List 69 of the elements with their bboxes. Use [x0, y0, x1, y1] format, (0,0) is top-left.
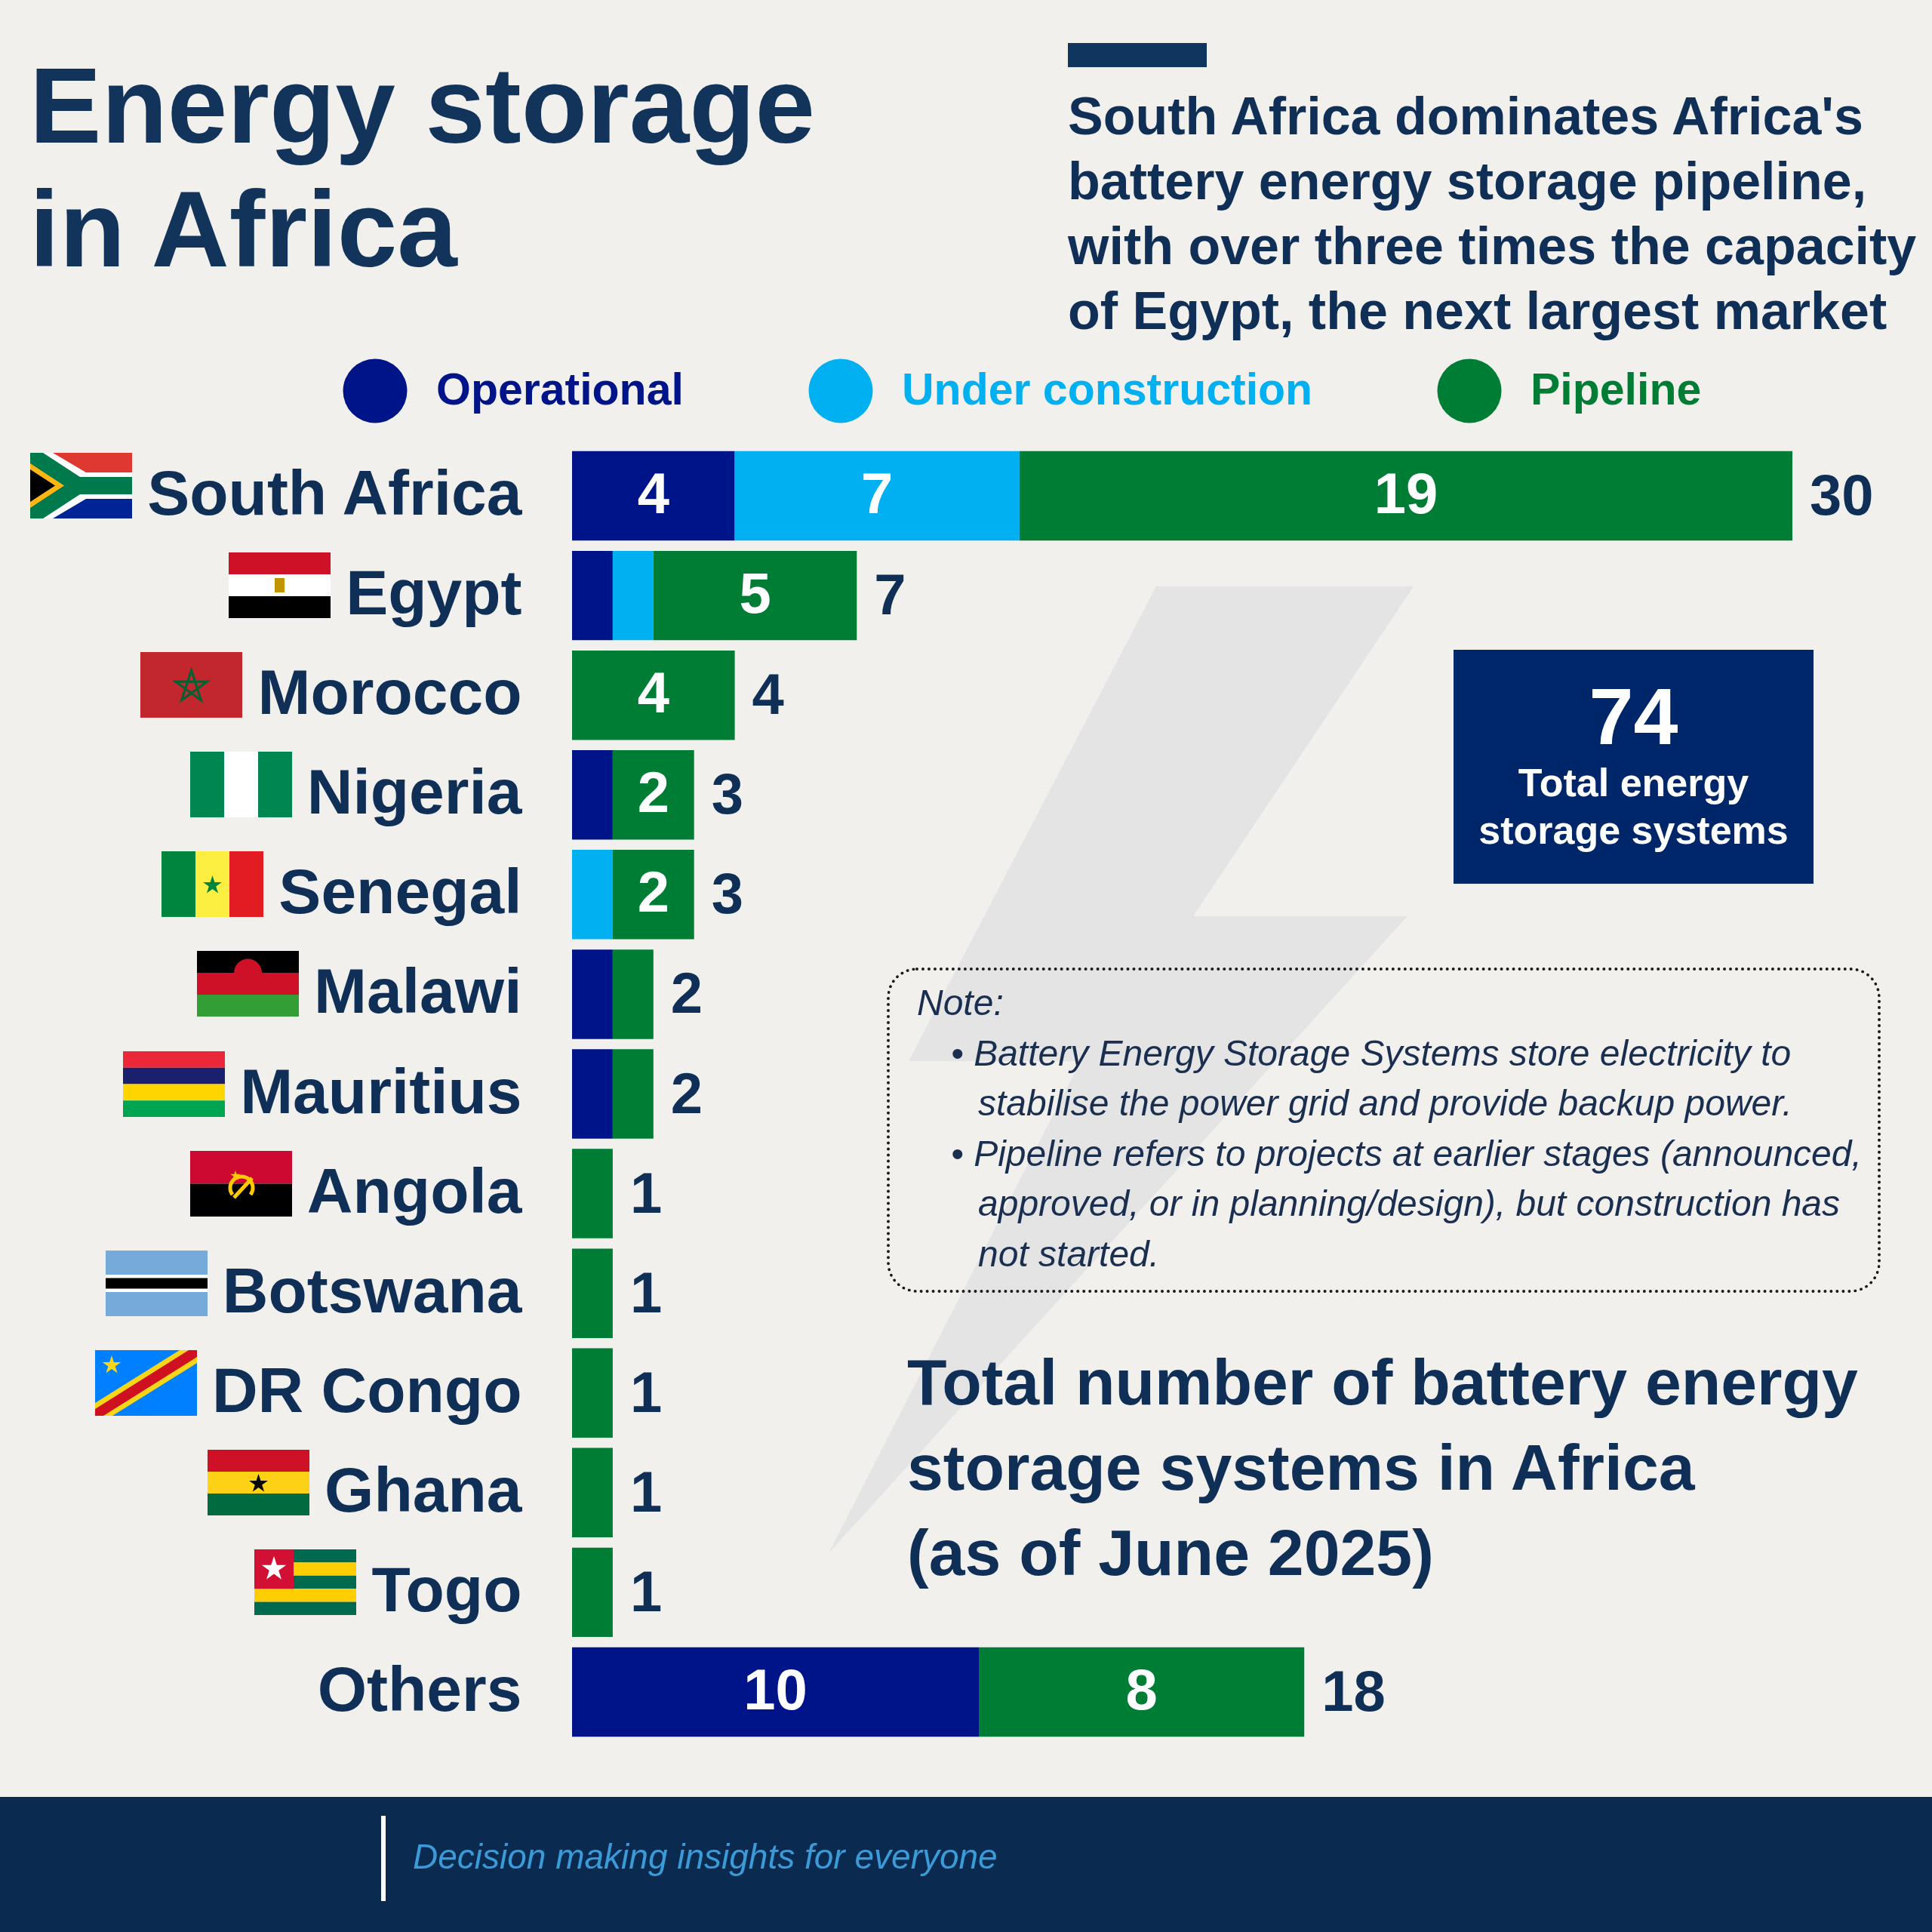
bar [612, 1049, 654, 1139]
bar [572, 1248, 613, 1338]
data-label: 10 [743, 1657, 808, 1721]
bar [572, 850, 613, 940]
data-label: 2 [637, 860, 669, 924]
bar [979, 1647, 1305, 1737]
bar [572, 1447, 613, 1538]
annotation: Note: [917, 982, 1004, 1024]
total-label: 2 [670, 1060, 703, 1125]
total-label: 1 [629, 1160, 663, 1225]
y-tick-label: Ghana [325, 1454, 523, 1525]
annotation: 74 [1588, 672, 1679, 761]
total-label: 3 [711, 761, 743, 826]
total-label: 7 [874, 562, 906, 627]
y-tick-label: Senegal [278, 856, 522, 928]
bar [572, 1547, 613, 1638]
bar [612, 949, 654, 1039]
data-label: 2 [637, 760, 669, 825]
total-label: 1 [629, 1558, 663, 1623]
total-label: 1 [629, 1260, 663, 1324]
bar [572, 1647, 979, 1737]
annotation: Total number of battery energy storage systems in Africa (as of June 2025) [907, 1345, 1859, 1590]
total-label: 4 [752, 662, 784, 727]
data-label: 4 [637, 461, 669, 526]
chart-title: Energy storage in Africa [29, 45, 817, 291]
bar [1019, 451, 1792, 541]
y-tick-label: South Africa [147, 457, 523, 529]
y-tick-label: DR Congo [211, 1354, 522, 1426]
total-label: 18 [1321, 1658, 1386, 1723]
bar [572, 451, 735, 541]
y-tick-label: Malawi [314, 955, 522, 1027]
y-tick-label: Egypt [346, 557, 522, 629]
bar [572, 1348, 613, 1438]
total-label: 30 [1810, 463, 1874, 528]
data-label: 4 [637, 660, 669, 725]
legend-label: Pipeline [1531, 365, 1702, 414]
annotation: • Pipeline refers to projects at earlier stages (announced, approved, or in planning/design), but construction has not started. [951, 1132, 1863, 1275]
chart-subtitle: South Africa dominates Africa's battery energy storage pipeline, with over three times the capacity of Egypt, the next largest market [1068, 86, 1918, 342]
y-tick-label: Botswana [222, 1254, 523, 1326]
bar [572, 1049, 613, 1139]
bar [653, 550, 857, 641]
bar [572, 550, 613, 641]
annotation: Total energy storage systems [1478, 760, 1789, 854]
bar [612, 550, 654, 641]
legend-label: Under construction [902, 365, 1313, 414]
y-tick-label: Others [317, 1653, 522, 1724]
bar [572, 949, 613, 1039]
y-tick-label: Nigeria [306, 756, 523, 828]
bar [572, 1149, 613, 1238]
total-label: 3 [711, 861, 743, 926]
data-label: 19 [1374, 461, 1438, 526]
annotation: • Battery Energy Storage Systems store electricity to stabilise the power grid and provide backup power. [951, 1032, 1793, 1124]
text: Decision making insights for everyone [413, 1836, 998, 1878]
bar [572, 750, 613, 840]
y-tick-label: Morocco [257, 657, 522, 728]
y-tick-label: Mauritius [240, 1055, 522, 1127]
data-label: 5 [739, 561, 771, 626]
bar [612, 850, 694, 940]
data-label: 7 [861, 461, 894, 526]
total-label: 1 [629, 1459, 663, 1524]
data-label: 8 [1125, 1657, 1158, 1721]
total-label: 2 [670, 961, 703, 1026]
bar [734, 451, 1020, 541]
total-label: 1 [629, 1359, 663, 1424]
y-tick-label: Togo [371, 1553, 522, 1625]
y-tick-label: Angola [306, 1155, 523, 1226]
legend-label: Operational [436, 365, 684, 414]
bar [612, 750, 694, 840]
bar [572, 650, 735, 740]
